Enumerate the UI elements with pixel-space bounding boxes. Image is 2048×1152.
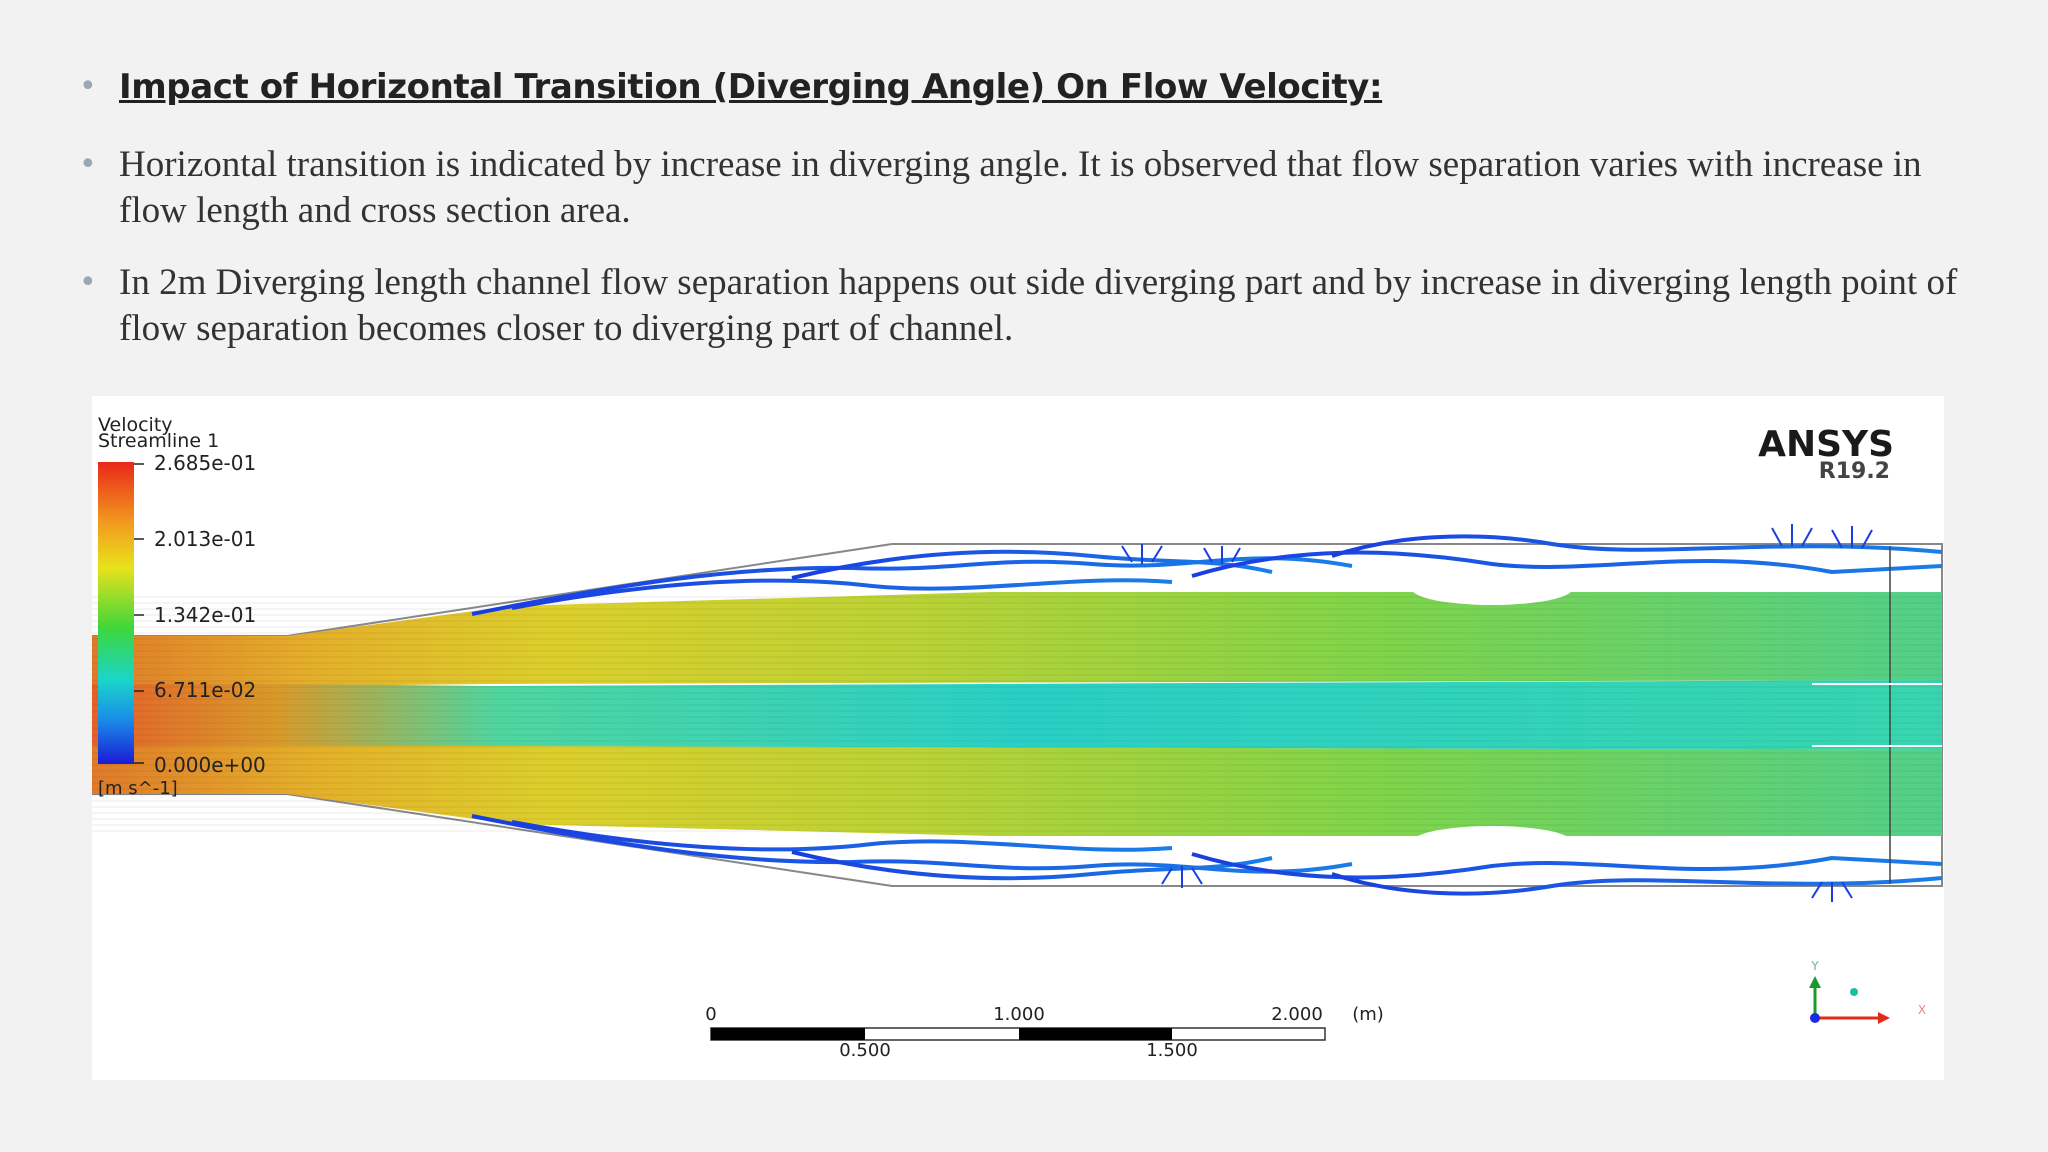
bullet-paragraph-1: • Horizontal transition is indicated by … (76, 142, 1976, 234)
scale-bar (710, 1027, 1326, 1041)
upper-burst-marks (1121, 524, 1873, 564)
upper-separation-streamlines (471, 534, 1943, 616)
legend-unit: [m s^-1] (98, 778, 178, 799)
legend-ticks (134, 463, 144, 764)
velocity-streamline-plot: Velocity Streamline 1 2.685e-01 2.013e-0… (92, 414, 1943, 1061)
legend-tick-label: 2.013e-01 (154, 527, 256, 551)
axis-y-label: Y (1810, 959, 1819, 973)
legend-subtitle: Streamline 1 (98, 430, 219, 452)
legend-tick-label: 2.685e-01 (154, 451, 256, 475)
slide-heading: Impact of Horizontal Transition (Divergi… (119, 67, 1383, 107)
legend-tick-label: 0.000e+00 (154, 753, 266, 777)
legend-tick-label: 6.711e-02 (154, 678, 256, 702)
legend-color-bar (98, 462, 134, 764)
lower-separation-streamlines (471, 814, 1943, 896)
lower-burst-marks (1161, 866, 1853, 902)
bullet-dot: • (79, 69, 97, 104)
scale-label: 1.500 (1146, 1040, 1198, 1061)
lower-recirculation-zone (1412, 826, 1572, 858)
legend-title: Velocity (98, 414, 173, 436)
bullet-heading-row: • Impact of Horizontal Transition (Diver… (76, 58, 1976, 116)
scale-label: 0 (705, 1004, 716, 1025)
scale-label: 0.500 (839, 1040, 891, 1061)
upper-recirculation-zone (1412, 573, 1572, 605)
axis-x-label: X (1918, 1003, 1926, 1017)
ansys-logo: ANSYS (1758, 424, 1894, 465)
paragraph-text: In 2m Diverging length channel flow sepa… (119, 262, 1958, 349)
streamline-texture (92, 592, 1942, 836)
legend-tick-label: 1.342e-01 (154, 603, 256, 627)
axis-triad-icon: Y X (1809, 959, 1926, 1024)
bullet-dot: • (79, 147, 97, 182)
bullet-paragraph-2: • In 2m Diverging length channel flow se… (76, 260, 1976, 352)
bullet-dot: • (79, 265, 97, 300)
bullet-list: • Impact of Horizontal Transition (Diver… (76, 58, 1976, 378)
scale-label: 1.000 (993, 1004, 1045, 1025)
scale-unit: (m) (1352, 1004, 1384, 1025)
paragraph-text: Horizontal transition is indicated by in… (119, 144, 1922, 231)
cfd-velocity-figure: Velocity Streamline 1 2.685e-01 2.013e-0… (92, 396, 1944, 1080)
ansys-version: R19.2 (1819, 459, 1890, 484)
scale-label: 2.000 (1271, 1004, 1323, 1025)
